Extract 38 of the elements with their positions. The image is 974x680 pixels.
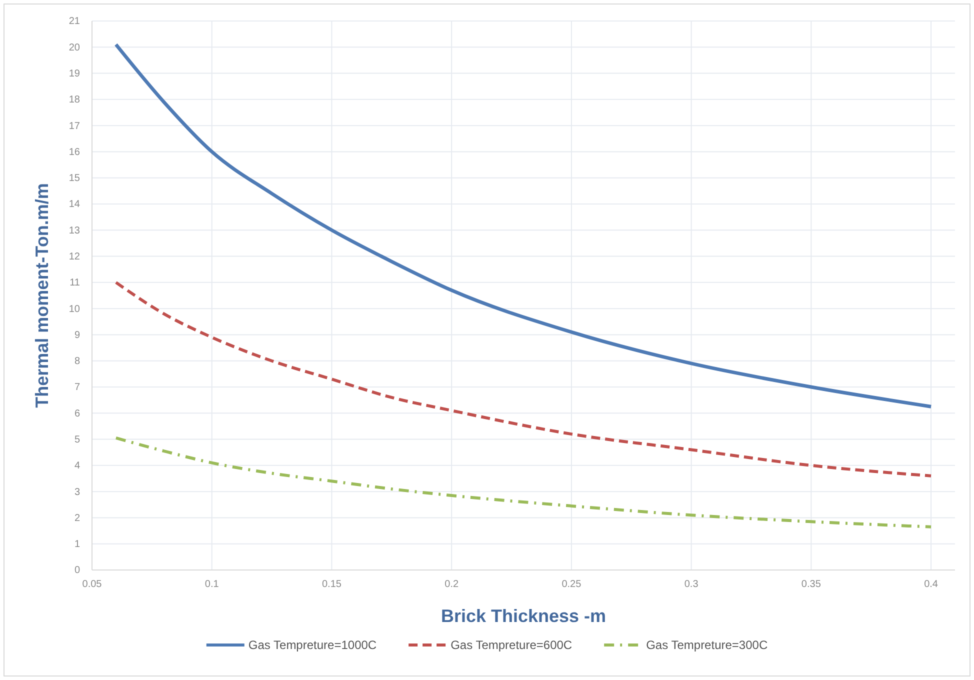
y-tick-label: 18 (68, 94, 80, 106)
line-series (114, 42, 933, 408)
y-tick-label: 2 (74, 512, 80, 524)
y-tick-label: 3 (74, 486, 80, 498)
legend-label: Gas Tempreture=300C (646, 638, 768, 652)
y-tick-label: 11 (70, 278, 80, 289)
x-tick-label: 0.25 (562, 579, 582, 590)
y-tick-label: 13 (68, 225, 80, 236)
y-tick-label: 5 (74, 434, 80, 446)
y-tick-label: 0 (74, 565, 80, 576)
line-series (114, 436, 933, 528)
x-tick-label: 0.3 (684, 579, 699, 590)
y-tick-label: 17 (68, 120, 80, 132)
x-tick-label: 0.35 (801, 579, 822, 590)
y-tick-label: 9 (74, 330, 80, 341)
x-tick-label: 0.1 (204, 579, 220, 590)
y-tick-label: 8 (74, 356, 80, 368)
y-tick-label: 4 (74, 460, 80, 472)
y-tick-label: 12 (68, 251, 80, 262)
x-tick-label: 0.4 (924, 579, 938, 590)
x-tick-label: 0.2 (444, 579, 459, 590)
x-tick-label: 0.05 (82, 579, 102, 590)
y-tick-label: 19 (68, 68, 80, 80)
y-tick-label: 16 (68, 146, 80, 158)
y-tick-label: 1 (74, 539, 80, 550)
y-tick-label: 14 (68, 199, 80, 210)
y-tick-label: 10 (68, 304, 80, 315)
legend-label: Gas Tempreture=600C (450, 638, 572, 652)
x-axis-title: Brick Thickness -m (440, 606, 606, 626)
legend-label: Gas Tempreture=1000C (248, 638, 377, 652)
y-axis-title: Thermal moment-Ton.m/m (32, 183, 52, 408)
y-tick-label: 20 (68, 42, 80, 54)
x-tick-label: 0.15 (322, 579, 342, 590)
y-tick-label: 7 (74, 382, 80, 394)
y-tick-label: 6 (74, 408, 80, 420)
y-tick-label: 21 (68, 16, 80, 28)
y-tick-label: 15 (68, 173, 80, 184)
line-series (114, 280, 933, 478)
